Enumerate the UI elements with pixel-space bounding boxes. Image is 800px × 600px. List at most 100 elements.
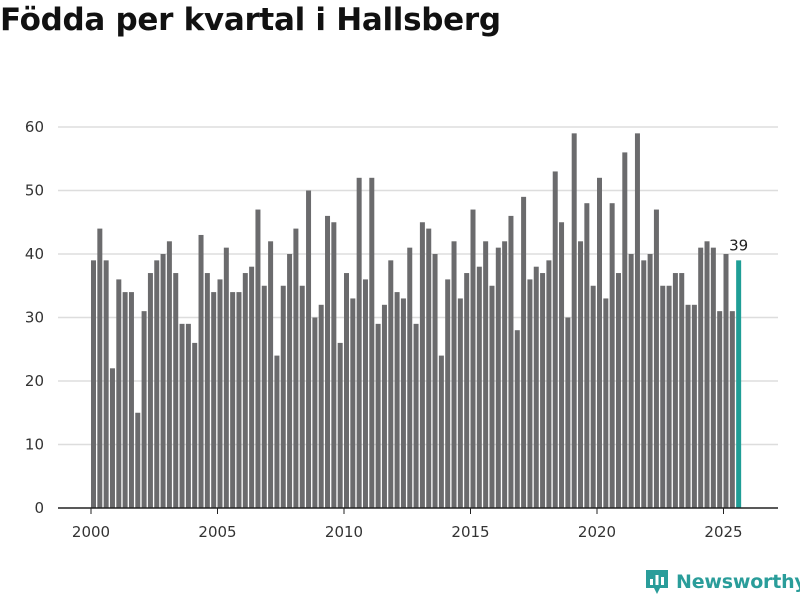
x-tick-label: 2025 — [704, 523, 742, 541]
bar — [470, 209, 476, 509]
bar — [685, 304, 691, 508]
bar — [337, 342, 343, 508]
brand-name: Newsworthy — [676, 571, 800, 593]
bar — [426, 228, 432, 508]
bar — [198, 234, 204, 508]
bar — [154, 260, 160, 508]
bar — [584, 203, 590, 508]
x-tick-label: 2005 — [198, 523, 236, 541]
bar — [578, 241, 584, 509]
bar — [306, 190, 312, 508]
y-axis: 0 10 20 30 40 50 60 — [25, 118, 44, 517]
bar — [293, 228, 299, 508]
bar — [204, 273, 210, 508]
bar — [438, 355, 444, 508]
bar — [318, 304, 324, 508]
brand-logo: Newsworthy — [644, 568, 800, 596]
bar — [628, 254, 634, 508]
bar — [160, 254, 166, 508]
bar — [331, 222, 337, 508]
bar — [502, 241, 508, 509]
bar — [91, 260, 96, 508]
bar — [552, 171, 558, 508]
x-tick-label: 2000 — [72, 523, 110, 541]
bar — [634, 133, 640, 508]
bar — [255, 209, 261, 509]
bar — [597, 177, 602, 509]
bar — [723, 254, 729, 508]
chart-title: Födda per kvartal i Hallsberg — [0, 2, 501, 38]
bar — [533, 266, 539, 508]
bar — [445, 279, 451, 508]
bar — [641, 260, 647, 508]
bar — [185, 323, 191, 508]
bar — [603, 298, 609, 508]
bar — [280, 285, 286, 508]
bar — [375, 323, 381, 508]
bar — [192, 342, 198, 508]
bar — [381, 304, 387, 508]
bar — [147, 273, 153, 508]
bar — [128, 292, 134, 508]
bar — [242, 273, 248, 508]
bar — [211, 292, 217, 508]
bar — [527, 279, 533, 508]
bar — [660, 285, 666, 508]
data-labels: 39 — [729, 236, 748, 254]
bar — [483, 241, 489, 509]
bar — [729, 311, 735, 508]
y-tick-label: 60 — [25, 118, 44, 136]
bar — [653, 209, 659, 509]
bar — [179, 323, 185, 508]
bar — [419, 222, 425, 508]
bar — [299, 285, 305, 508]
bar — [451, 241, 457, 509]
bar — [565, 317, 571, 508]
bar — [166, 241, 172, 509]
bars — [91, 133, 742, 509]
bar — [122, 292, 128, 508]
bar — [571, 133, 577, 508]
y-tick-label: 30 — [25, 309, 44, 327]
y-tick-label: 0 — [34, 499, 44, 517]
bar — [508, 215, 514, 508]
bar — [344, 273, 349, 508]
bar — [622, 152, 628, 508]
bar — [679, 273, 685, 508]
bar — [540, 273, 546, 508]
bar — [464, 273, 470, 508]
bar — [249, 266, 255, 508]
bar-highlight — [736, 260, 742, 508]
bar — [394, 292, 400, 508]
bar — [413, 323, 419, 508]
bar — [103, 260, 109, 508]
bar — [388, 260, 394, 508]
y-tick-label: 10 — [25, 436, 44, 454]
bar — [97, 228, 103, 508]
bar — [356, 177, 362, 509]
bar — [173, 273, 179, 508]
bar — [268, 241, 274, 509]
bar — [261, 285, 267, 508]
x-tick-label: 2010 — [325, 523, 363, 541]
bar — [609, 203, 615, 508]
bar — [350, 298, 356, 508]
bar — [698, 247, 704, 508]
bar — [672, 273, 678, 508]
bar — [666, 285, 672, 508]
bar — [236, 292, 242, 508]
bar — [274, 355, 280, 508]
bar — [521, 196, 527, 508]
bar — [287, 254, 293, 508]
x-tick-label: 2015 — [451, 523, 489, 541]
bar — [691, 304, 697, 508]
bar — [407, 247, 413, 508]
x-tick-label: 2020 — [578, 523, 616, 541]
bar — [514, 330, 520, 508]
bar — [217, 279, 223, 508]
bar — [109, 368, 115, 508]
bar — [369, 177, 375, 509]
bar — [325, 215, 331, 508]
bar — [135, 412, 141, 508]
bar — [432, 254, 438, 508]
